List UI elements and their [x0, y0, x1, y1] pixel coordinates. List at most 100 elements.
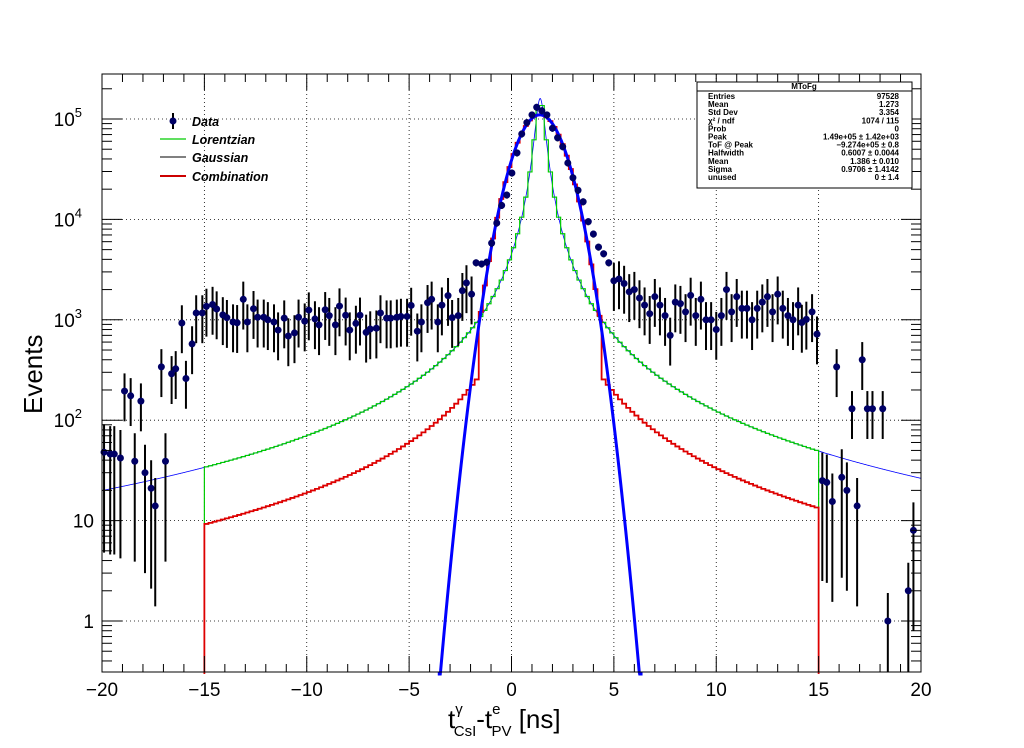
- data-point: [646, 310, 654, 318]
- data-point: [458, 287, 466, 295]
- data-point: [141, 469, 149, 477]
- data-point: [666, 331, 674, 339]
- data-point: [254, 313, 262, 321]
- data-point: [434, 318, 442, 326]
- data-point: [311, 315, 319, 323]
- data-point: [239, 295, 247, 303]
- data-point: [336, 302, 344, 310]
- data-point: [325, 312, 333, 320]
- data-point: [863, 405, 871, 413]
- data-point: [784, 312, 792, 320]
- data-point: [533, 103, 541, 111]
- data-points: [100, 103, 917, 672]
- data-point: [178, 319, 186, 327]
- legend-label-data: Data: [192, 115, 219, 129]
- y-axis-title: Events: [18, 335, 48, 415]
- data-point: [352, 319, 360, 327]
- data-point: [808, 308, 816, 316]
- stats-value: 1074 / 115: [862, 116, 900, 125]
- stats-label: ToF @ Peak: [708, 141, 754, 150]
- stats-box-title: MToFg: [791, 82, 817, 91]
- data-point: [853, 502, 861, 510]
- stats-label: Peak: [708, 133, 727, 142]
- axis-ticks: [101, 74, 922, 672]
- x-tick-label: 0: [506, 680, 517, 701]
- data-point: [493, 219, 501, 227]
- stats-label: Prob: [708, 124, 726, 133]
- data-point: [121, 387, 129, 395]
- data-point: [356, 311, 364, 319]
- y-tick-base: 1: [83, 612, 94, 633]
- data-point: [387, 314, 395, 322]
- data-point: [472, 259, 480, 267]
- data-point: [823, 478, 831, 486]
- data-point: [554, 134, 562, 142]
- data-point: [413, 327, 421, 335]
- data-point: [595, 243, 603, 251]
- data-point: [213, 305, 221, 313]
- x-tick-label: 5: [609, 680, 620, 701]
- data-point: [833, 363, 841, 371]
- data-point: [707, 316, 715, 324]
- data-point: [264, 316, 272, 324]
- data-point: [182, 375, 190, 383]
- y-tick-base: 10: [54, 311, 75, 332]
- y-tick-base: 10: [54, 210, 75, 231]
- data-point: [305, 306, 313, 314]
- stats-value: 1.273: [879, 100, 900, 109]
- data-point: [717, 312, 725, 320]
- stats-value: 97528: [877, 92, 900, 101]
- data-point: [417, 318, 425, 326]
- stats-label: unused: [708, 173, 737, 182]
- data-point: [884, 617, 892, 625]
- data-point: [548, 124, 556, 132]
- data-point: [848, 405, 856, 413]
- data-point: [656, 301, 664, 309]
- data-point: [843, 486, 851, 494]
- legend: Data Lorentzian Gaussian Combination: [160, 113, 269, 184]
- data-point: [641, 301, 649, 309]
- data-point: [620, 279, 628, 287]
- stats-value: 0: [895, 124, 900, 133]
- data-point: [733, 293, 741, 301]
- y-tick-label: 1: [83, 612, 94, 633]
- data-point: [270, 318, 278, 326]
- x-tick-labels: −20 −15 −10 −5 0 5 10 15 20: [86, 680, 932, 701]
- y-tick-base: 10: [54, 110, 75, 131]
- y-tick-exponent: 3: [75, 306, 82, 321]
- data-point: [250, 305, 258, 313]
- data-point: [802, 315, 810, 323]
- data-point: [543, 111, 551, 119]
- data-point: [233, 319, 241, 327]
- data-point: [728, 308, 736, 316]
- data-point: [589, 230, 597, 238]
- data-point: [280, 314, 288, 322]
- data-point: [223, 314, 231, 322]
- data-point: [448, 314, 456, 322]
- stats-value: 1.386 ± 0.010: [850, 157, 899, 166]
- data-point: [738, 304, 746, 312]
- data-point: [454, 312, 462, 320]
- stats-label: Mean: [708, 157, 729, 166]
- data-point: [630, 286, 638, 294]
- data-point: [172, 365, 180, 373]
- data-point: [528, 111, 536, 119]
- data-point: [828, 497, 836, 505]
- data-point: [295, 313, 303, 321]
- x-tick-label: 15: [808, 680, 829, 701]
- x-tick-label: 20: [910, 680, 931, 701]
- data-point: [774, 290, 782, 298]
- data-point: [600, 250, 608, 258]
- data-point: [661, 312, 669, 320]
- data-point: [748, 316, 756, 324]
- data-point: [651, 293, 659, 301]
- data-point: [687, 291, 695, 299]
- data-point: [202, 302, 210, 310]
- data-point: [569, 174, 577, 182]
- data-point: [157, 363, 165, 371]
- data-point: [444, 292, 452, 300]
- y-tick-label: 103: [54, 306, 82, 332]
- data-point: [868, 405, 876, 413]
- stats-label: Sigma: [708, 165, 733, 174]
